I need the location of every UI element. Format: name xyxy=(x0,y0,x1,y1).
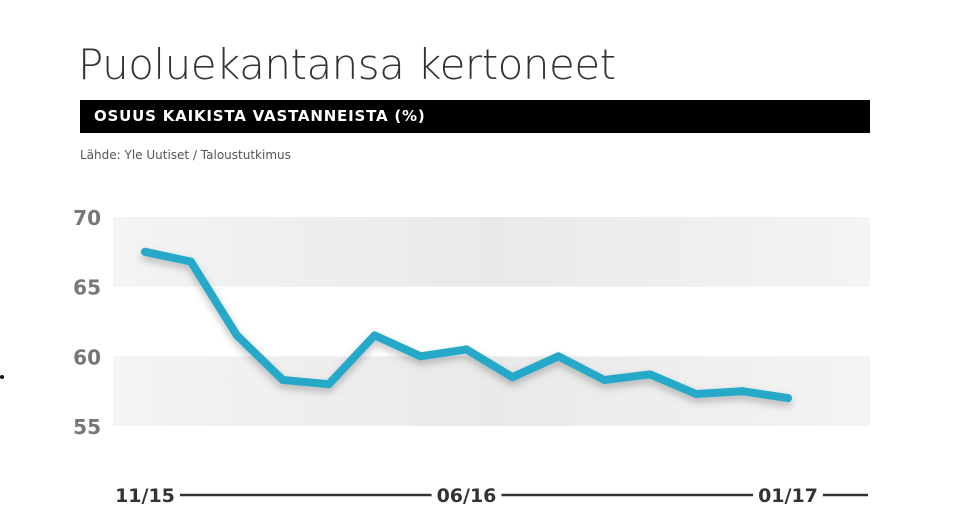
source-note: Lähde: Yle Uutiset / Taloustutkimus xyxy=(80,148,291,162)
y-tick-label: 65 xyxy=(73,276,101,300)
x-tick-label: 01/17 xyxy=(758,485,818,507)
data-point xyxy=(278,376,287,385)
y-axis: 70 65 60 55 xyxy=(73,206,101,439)
y-tick-label: 70 xyxy=(73,206,101,230)
data-point xyxy=(692,389,701,398)
data-point xyxy=(186,257,195,266)
data-point xyxy=(416,352,425,361)
x-tick-label: 06/16 xyxy=(437,485,497,507)
x-tick-gap xyxy=(431,491,502,499)
data-point xyxy=(738,387,747,396)
data-point xyxy=(784,394,792,403)
y-tick-label: 60 xyxy=(73,345,101,369)
x-tick-gap xyxy=(110,491,180,499)
series-group xyxy=(141,247,792,403)
data-point xyxy=(324,380,333,389)
grid-band xyxy=(113,217,870,287)
data-point xyxy=(600,376,609,385)
data-point xyxy=(141,247,149,256)
x-tick-label: 11/15 xyxy=(115,485,175,507)
subtitle-bar: OSUUS KAIKISTA VASTANNEISTA (%) xyxy=(80,100,870,133)
chart-title: Puoluekantansa kertoneet xyxy=(78,40,616,89)
x-tick-gap xyxy=(753,491,823,499)
data-point xyxy=(370,331,379,340)
chart-subtitle: OSUUS KAIKISTA VASTANNEISTA (%) xyxy=(94,107,426,125)
x-axis: 11/15 06/16 01/17 xyxy=(110,485,868,507)
y-tick-label: 55 xyxy=(73,415,101,439)
data-point xyxy=(462,345,471,354)
data-point xyxy=(508,373,517,382)
data-point xyxy=(554,352,563,361)
data-point xyxy=(232,331,241,340)
data-point xyxy=(646,370,655,379)
stray-dot xyxy=(0,375,4,379)
